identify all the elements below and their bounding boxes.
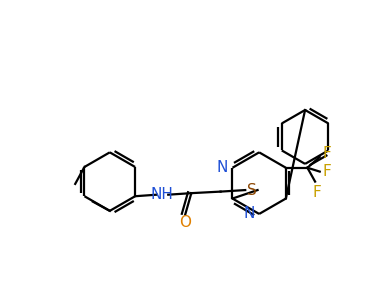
Text: F: F <box>323 164 331 179</box>
Text: F: F <box>312 185 321 200</box>
Text: S: S <box>246 183 256 198</box>
Text: O: O <box>179 215 191 230</box>
Text: F: F <box>323 146 331 161</box>
Text: N: N <box>243 206 255 221</box>
Text: N: N <box>216 160 228 175</box>
Text: NH: NH <box>151 187 174 202</box>
